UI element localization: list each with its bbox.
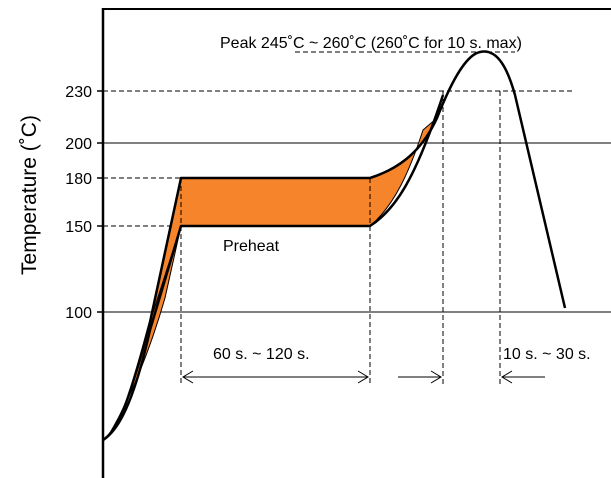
tick-label-230: 230 xyxy=(65,84,92,101)
peak-annotation: Peak 245˚C ~ 260˚C (260˚C for 10 s. max) xyxy=(220,35,522,52)
profile-curve-inner xyxy=(102,94,445,442)
tick-label-200: 200 xyxy=(65,136,92,153)
preheat-time-arrow xyxy=(182,370,369,384)
tick-label-180: 180 xyxy=(65,171,92,188)
preheat-fill-region xyxy=(149,117,438,323)
y-axis-label: Temperature (˚C) xyxy=(18,115,41,275)
peak-time-annotation: 10 s. ~ 30 s. xyxy=(503,346,591,363)
tick-label-100: 100 xyxy=(65,305,92,322)
tick-label-150: 150 xyxy=(65,219,92,236)
preheat-time-annotation: 60 s. ~ 120 s. xyxy=(213,346,310,363)
preheat-annotation: Preheat xyxy=(223,238,280,255)
reflow-time-arrows xyxy=(398,370,545,384)
